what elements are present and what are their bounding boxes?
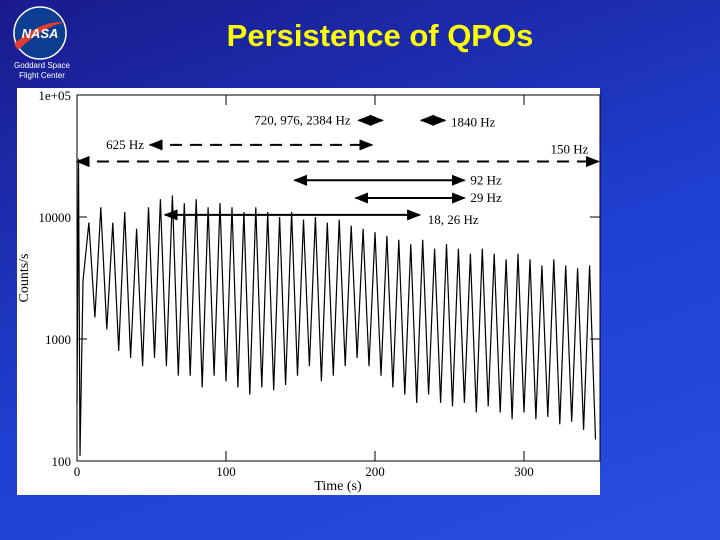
x-tick-label: 300: [514, 464, 534, 479]
annotation-label: 1840 Hz: [451, 114, 496, 129]
data-line: [76, 158, 597, 457]
y-tick-label: 100: [52, 454, 72, 469]
annotation-label: 150 Hz: [551, 142, 589, 157]
annotation-label: 720, 976, 2384 Hz: [254, 112, 351, 127]
annotation-label: 29 Hz: [470, 190, 502, 205]
annotation-label: 18, 26 Hz: [428, 212, 479, 227]
nasa-logo: NASA Goddard Space Flight Center: [13, 6, 71, 80]
y-tick-label: 1000: [45, 332, 71, 347]
x-tick-label: 200: [365, 464, 385, 479]
y-tick-label: 10000: [39, 210, 72, 225]
annotation-label: 625 Hz: [106, 137, 144, 152]
logo-circle: [13, 6, 67, 60]
plot-frame: [76, 94, 601, 462]
logo-caption: Flight Center: [19, 71, 65, 80]
logo-text: NASA: [22, 26, 59, 41]
logo-caption: Goddard Space: [14, 61, 71, 70]
y-axis-label: Counts/s: [17, 253, 32, 302]
y-tick-label: 1e+05: [38, 88, 71, 103]
slide-title: Persistence of QPOs: [227, 18, 534, 53]
annotation-label: 92 Hz: [470, 172, 502, 187]
x-tick-label: 0: [74, 464, 81, 479]
x-axis-label: Time (s): [314, 479, 362, 494]
x-tick-label: 100: [216, 464, 236, 479]
logo-swoosh: [14, 21, 66, 50]
chart-panel: [17, 88, 600, 495]
